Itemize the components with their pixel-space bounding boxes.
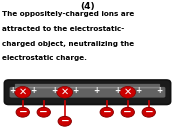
- FancyBboxPatch shape: [4, 80, 171, 104]
- Text: +: +: [72, 86, 78, 95]
- Text: +: +: [93, 86, 99, 95]
- Circle shape: [100, 107, 113, 117]
- Text: +: +: [9, 86, 15, 95]
- Text: −: −: [18, 107, 27, 117]
- Text: +: +: [30, 86, 36, 95]
- Circle shape: [142, 107, 155, 117]
- Text: charged object, neutralizing the: charged object, neutralizing the: [2, 41, 134, 47]
- Text: −: −: [60, 116, 69, 126]
- Text: +: +: [114, 86, 120, 95]
- Text: +: +: [156, 86, 162, 95]
- Text: attracted to the electrostatic-: attracted to the electrostatic-: [2, 26, 124, 32]
- Text: ✕: ✕: [61, 87, 69, 97]
- Circle shape: [15, 86, 31, 98]
- Text: (4): (4): [80, 2, 95, 11]
- Text: −: −: [39, 107, 48, 117]
- Circle shape: [16, 107, 29, 117]
- Text: The oppositely-charged ions are: The oppositely-charged ions are: [2, 11, 134, 17]
- Text: −: −: [123, 107, 132, 117]
- Text: electrostatic charge.: electrostatic charge.: [2, 55, 87, 62]
- Text: +: +: [135, 86, 141, 95]
- Text: +: +: [51, 86, 57, 95]
- FancyBboxPatch shape: [10, 87, 165, 98]
- Circle shape: [121, 107, 134, 117]
- Circle shape: [37, 107, 50, 117]
- Text: −: −: [102, 107, 111, 117]
- Circle shape: [57, 86, 73, 98]
- Text: ✕: ✕: [124, 87, 132, 97]
- Text: −: −: [144, 107, 153, 117]
- FancyBboxPatch shape: [15, 84, 160, 88]
- Circle shape: [120, 86, 136, 98]
- Circle shape: [58, 116, 71, 126]
- Text: ✕: ✕: [19, 87, 27, 97]
